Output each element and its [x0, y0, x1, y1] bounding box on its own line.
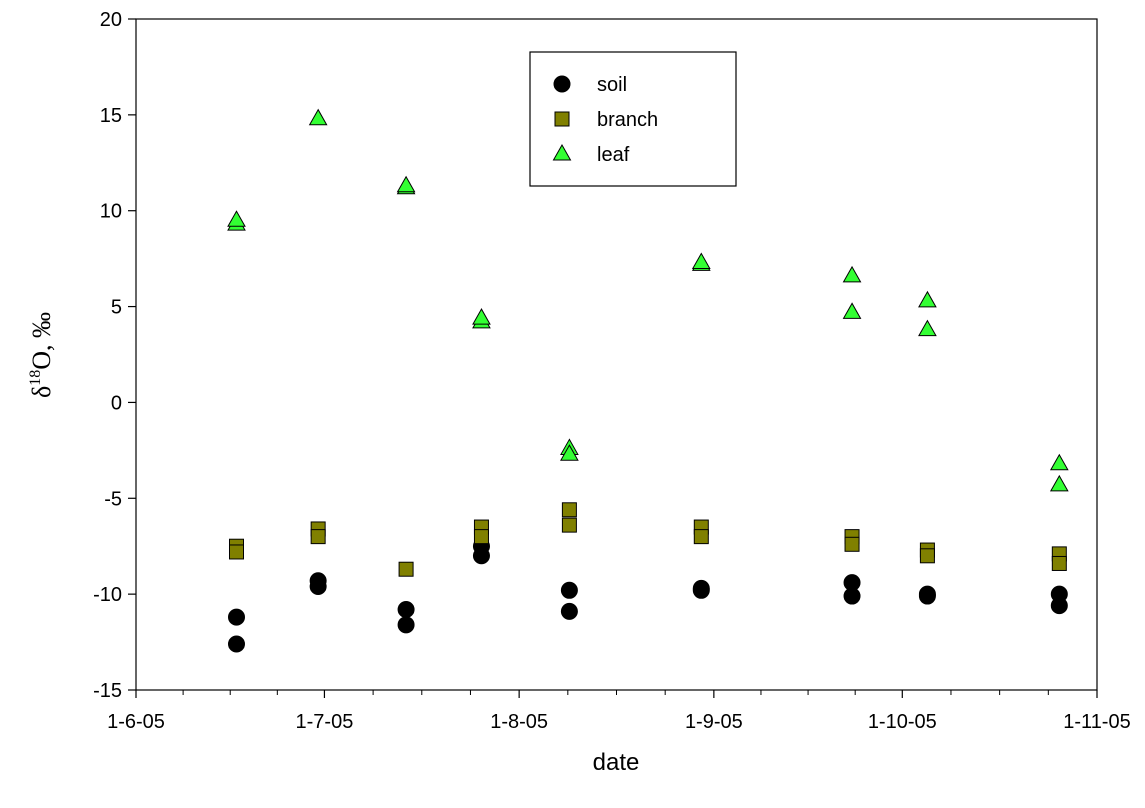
soil-point [227, 608, 245, 626]
branch-point [398, 561, 414, 577]
branch-point [561, 502, 577, 518]
soil-point [843, 587, 861, 605]
branch-point [844, 536, 860, 552]
branch-point [1051, 555, 1067, 571]
legend-leaf-label: leaf [597, 144, 630, 166]
legend-soil-marker [553, 75, 571, 93]
y-tick-label: -5 [104, 488, 122, 510]
leaf-point [1049, 474, 1069, 492]
y-axis-label-suffix: O, ‰ [27, 312, 56, 370]
soil-point [560, 602, 578, 620]
leaf-point [227, 210, 246, 227]
branch-point [228, 544, 244, 560]
x-tick-label: 1-9-05 [685, 711, 743, 733]
leaf-point [560, 444, 579, 461]
x-tick-label: 1-11-05 [1063, 711, 1130, 733]
soil-point [397, 600, 415, 618]
branch-point [310, 529, 326, 545]
soil-point [918, 587, 936, 605]
soil-point [397, 616, 415, 634]
x-tick-label: 1-7-05 [296, 711, 354, 733]
leaf-point [918, 290, 937, 308]
y-axis-label-prefix: δ [27, 386, 56, 398]
leaf-point [918, 319, 937, 337]
soil-point [560, 581, 578, 599]
soil-point [692, 581, 710, 599]
y-axis-label: δ18O, ‰ [27, 312, 56, 398]
branch-point [473, 529, 489, 545]
leaf-point [396, 175, 416, 193]
soil-point [309, 577, 327, 595]
legend-branch-marker [554, 111, 570, 127]
x-tick-label: 1-10-05 [868, 711, 937, 733]
soil-point [1050, 597, 1068, 615]
x-tick-label: 1-8-05 [490, 711, 548, 733]
leaf-point [1049, 453, 1069, 471]
y-tick-label: 5 [111, 297, 122, 319]
branch-point [919, 548, 935, 564]
branch-point [693, 529, 709, 545]
soil-point [472, 547, 490, 565]
branch-point [561, 517, 577, 533]
y-axis-label-superscript: 18 [27, 370, 44, 386]
y-tick-label: 0 [111, 392, 122, 414]
soil-point [227, 635, 245, 653]
leaf-point [842, 265, 862, 283]
data-points [227, 108, 1069, 653]
leaf-point [691, 252, 711, 269]
leaf-point [472, 308, 491, 325]
legend: soil branch leaf [529, 51, 737, 187]
tick-marks [128, 18, 1098, 698]
y-tick-label: 10 [100, 201, 122, 223]
tick-labels: -15 -10 -5 0 5 10 15 20 1-6-05 1-7-05 1-8-05 1-9-05… [93, 9, 1131, 733]
y-tick-label: -10 [93, 584, 122, 606]
x-tick-label: 1-6-05 [107, 711, 165, 733]
legend-leaf-marker [552, 143, 572, 161]
y-tick-label: -15 [93, 680, 122, 702]
leaf-point [308, 108, 328, 126]
leaf-point [842, 302, 862, 319]
x-axis-label: date [593, 749, 640, 776]
legend-branch-label: branch [597, 109, 658, 131]
legend-soil-label: soil [597, 74, 627, 96]
y-tick-label: 15 [100, 105, 122, 127]
y-tick-label: 20 [100, 9, 122, 31]
